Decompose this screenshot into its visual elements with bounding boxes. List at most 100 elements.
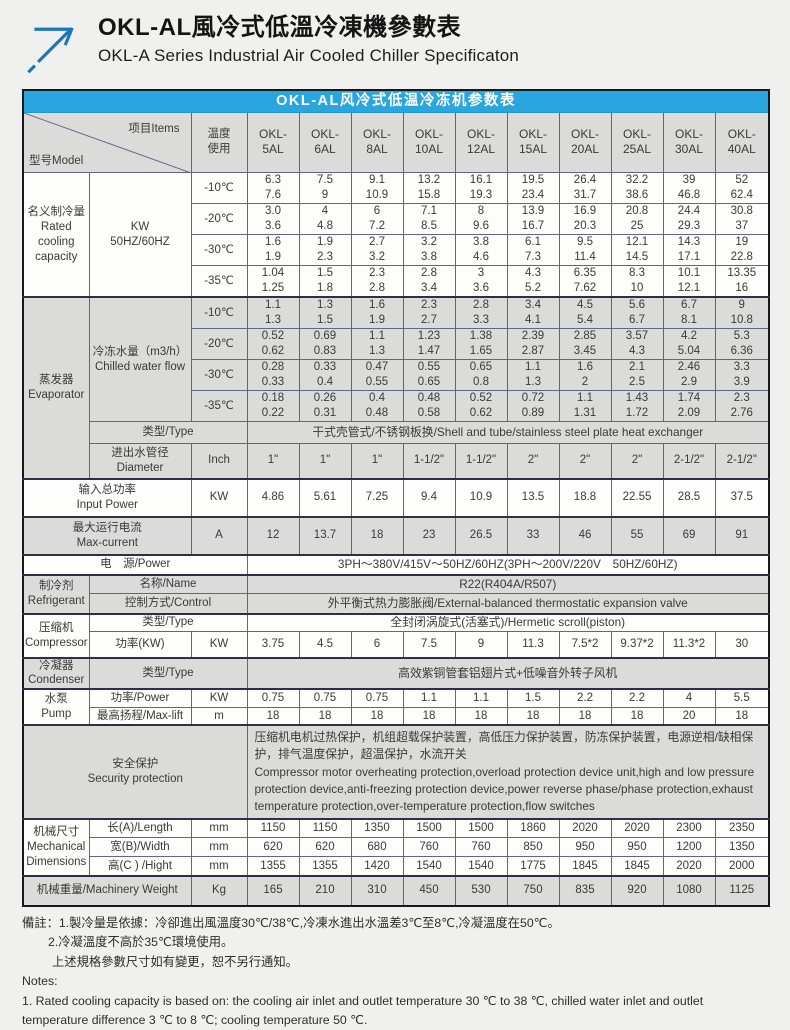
water-flow-minus35-value: 1.43 1.72 (610, 390, 664, 422)
water-flow-minus35-value: 1.1 1.31 (558, 390, 612, 422)
water-flow-minus20-value: 1.23 1.47 (402, 328, 456, 360)
input-power-value: 4.86 (246, 477, 300, 517)
pump-power-unit: KW (190, 688, 248, 708)
rated-cooling-minus30-value: 3.8 4.6 (454, 234, 508, 267)
rated-cooling-minus35-value: 1.5 1.8 (298, 265, 352, 298)
water-flow-minus20-value: 3.57 4.3 (610, 328, 664, 360)
water-flow-minus10-value: 6.7 8.1 (662, 296, 716, 330)
rated-cooling-minus20-value: 20.8 25 (610, 203, 664, 236)
row-compressor-type: 压缩机 Compressor 类型/Type 全封闭涡旋式(活塞式)/Hermeti… (22, 612, 770, 658)
compressor-power-value: 6 (350, 631, 404, 658)
dimension-length-value: 1350 (350, 817, 404, 839)
row-machinery-weight: 机械重量/Machinery Weight Kg 165 210 310 450 530 75… (22, 874, 770, 907)
pump-max-lift-value: 18 (402, 706, 456, 726)
temp-minus35: -35℃ (190, 265, 248, 298)
temperature-header: 温度 使用 (190, 111, 248, 174)
rated-cooling-minus35-value: 4.3 5.2 (506, 265, 560, 298)
water-flow-minus30-value: 2.1 2.5 (610, 359, 664, 391)
rated-cooling-minus10-value: 32.2 38.6 (610, 172, 664, 205)
machinery-weight-value: 310 (350, 874, 404, 907)
row-rated-cooling-minus35: -35℃ 1.04 1.25 1.5 1.8 2.3 2.8 2.8 3.4 3 3.6 4… (23, 265, 770, 298)
row-max-current: 最大运行电流 Max-current A 12 13.7 18 23 26.5 33 46 55 6… (22, 515, 770, 555)
note-line-4: Notes: (22, 974, 58, 989)
input-power-value: 28.5 (662, 477, 716, 517)
water-flow-minus35-value: 0.52 0.62 (454, 390, 508, 422)
pump-max-lift-value: 18 (350, 706, 404, 726)
rated-cooling-minus20-value: 7.1 8.5 (402, 203, 456, 236)
row-dimension-length: 机械尺寸 Mechanical Dimensions 长(A)/Length mm 1… (22, 817, 770, 877)
max-current-unit: A (190, 515, 248, 555)
refrigerant-name-value: R22(R404A/R507) (246, 573, 770, 594)
input-power-value: 13.5 (506, 477, 560, 517)
corner-header-cell: 型号Model 项目Items (22, 111, 192, 174)
compressor-power-value: 7.5 (402, 631, 456, 658)
pump-label: 水泵 Pump (22, 688, 90, 726)
page-subtitle: OKL-A Series Industrial Air Cooled Chill… (98, 45, 520, 65)
notes-block: 備註：1.製冷量是依據：冷卻進出風溫度30℃/38℃,冷凍水進出水溫差3℃至8℃… (22, 914, 768, 1030)
dimension-height-value: 2000 (714, 856, 770, 877)
dimension-width-value: 620 (298, 837, 352, 858)
rated-cooling-minus10-value: 16.1 19.3 (454, 172, 508, 205)
rated-cooling-minus20-value: 6 7.2 (350, 203, 404, 236)
dimension-length-value: 2020 (610, 817, 664, 839)
temp-minus30: -30℃ (190, 359, 248, 391)
pump-power-value: 4 (662, 688, 716, 708)
condenser-type-label: 类型/Type (88, 656, 248, 690)
pipe-diameter-value: 1" (350, 443, 404, 479)
dimension-width-value: 950 (558, 837, 612, 858)
water-flow-minus10-value: 3.4 4.1 (506, 296, 560, 330)
rated-cooling-minus30-value: 9.5 11.4 (558, 234, 612, 267)
pump-power-value: 0.75 (350, 688, 404, 708)
pipe-diameter-value: 2" (558, 443, 612, 479)
machinery-weight-unit: Kg (190, 874, 248, 907)
rated-cooling-minus35-value: 8.3 10 (610, 265, 664, 298)
row-water-flow-minus10: 蒸发器 Evaporator 冷冻水量（m3/h） Chilled water f… (22, 296, 770, 480)
dimension-length-value: 2300 (662, 817, 716, 839)
water-flow-minus30-value: 0.28 0.33 (246, 359, 300, 391)
compressor-power-value: 9.37*2 (610, 631, 664, 658)
input-power-value: 9.4 (402, 477, 456, 517)
temp-minus10: -10℃ (190, 296, 248, 330)
evaporator-type-label: 类型/Type (88, 421, 248, 444)
refrigerant-name-label: 名称/Name (88, 573, 248, 594)
pump-max-lift-value: 18 (454, 706, 508, 726)
dimension-height-value: 1845 (558, 856, 612, 877)
dimension-width-value: 1350 (714, 837, 770, 858)
max-current-value: 26.5 (454, 515, 508, 555)
water-flow-minus20-value: 0.52 0.62 (246, 328, 300, 360)
row-refrigerant-control: 控制方式/Control 外平衡式热力膨胀阀/External-balanced … (23, 593, 770, 614)
width-unit: mm (190, 837, 248, 858)
dimension-height-value: 1355 (246, 856, 300, 877)
rated-cooling-minus35-value: 3 3.6 (454, 265, 508, 298)
water-flow-minus30-value: 1.6 2 (558, 359, 612, 391)
max-current-value: 46 (558, 515, 612, 555)
pipe-diameter-value: 2" (506, 443, 560, 479)
rated-cooling-minus35-value: 1.04 1.25 (246, 265, 300, 298)
rated-cooling-minus30-value: 19 22.8 (714, 234, 770, 267)
water-flow-minus30-value: 2.46 2.9 (662, 359, 716, 391)
input-power-value: 22.55 (610, 477, 664, 517)
dimension-length-value: 1500 (454, 817, 508, 839)
pipe-diameter-unit: Inch (190, 443, 248, 479)
chilled-water-flow-label: 冷冻水量（m3/h） Chilled water flow (88, 296, 192, 423)
max-current-value: 13.7 (298, 515, 352, 555)
row-rated-cooling-minus10: 名义制冷量 Rated cooling capacity KW 50HZ/60HZ… (22, 172, 770, 298)
machinery-weight-value: 450 (402, 874, 456, 907)
dimension-height-value: 1845 (610, 856, 664, 877)
row-power-supply: 电 源/Power 3PH～380V/415V～50HZ/60HZ(3PH～200… (22, 553, 770, 575)
row-input-power: 输入总功率 Input Power KW 4.86 5.61 7.25 9.4 10.9 13… (22, 477, 770, 517)
machinery-weight-value: 530 (454, 874, 508, 907)
water-flow-minus30-value: 1.1 1.3 (506, 359, 560, 391)
rated-cooling-unit: KW 50HZ/60HZ (88, 172, 192, 298)
input-power-value: 7.25 (350, 477, 404, 517)
rated-cooling-minus10-value: 52 62.4 (714, 172, 770, 205)
dimension-width-value: 850 (506, 837, 560, 858)
rated-cooling-minus35-value: 13.35 16 (714, 265, 770, 298)
water-flow-minus10-value: 1.6 1.9 (350, 296, 404, 330)
rated-cooling-minus20-value: 13.9 16.7 (506, 203, 560, 236)
water-flow-minus20-value: 2.85 3.45 (558, 328, 612, 360)
rated-cooling-minus10-value: 13.2 15.8 (402, 172, 456, 205)
rated-cooling-minus35-value: 2.3 2.8 (350, 265, 404, 298)
height-unit: mm (190, 856, 248, 877)
